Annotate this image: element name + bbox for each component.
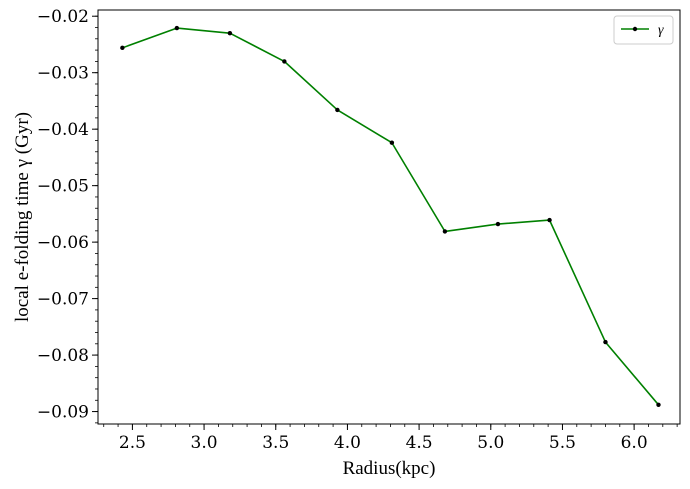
legend-box xyxy=(613,15,674,45)
data-point xyxy=(174,25,180,31)
data-point xyxy=(547,217,552,223)
y-tick-label: −0.09 xyxy=(37,403,89,423)
y-tick-label: −0.05 xyxy=(37,177,89,197)
x-axis-title: Radius(kpc) xyxy=(343,458,436,479)
y-tick-label: −0.02 xyxy=(37,7,89,27)
x-tick-label: 3.5 xyxy=(262,433,289,453)
x-tick-label: 2.5 xyxy=(119,433,146,453)
legend-marker xyxy=(632,26,638,32)
x-tick-label: 5.5 xyxy=(549,433,576,453)
data-point xyxy=(282,59,287,64)
x-tick-label: 6.0 xyxy=(621,433,648,453)
data-point xyxy=(603,339,608,345)
data-point xyxy=(389,140,395,145)
data-point xyxy=(227,30,233,36)
ticks: 2.5 3.0 3.5 4.0 4.5 5.0 5.5 6.0 −0.02 −0.03 −0.04 −… xyxy=(37,7,678,453)
data-point xyxy=(335,107,340,113)
x-tick-label: 5.0 xyxy=(477,433,504,453)
legend: γ xyxy=(613,15,674,45)
x-tick-label: 4.5 xyxy=(406,433,433,453)
y-tick-label: −0.03 xyxy=(37,64,89,84)
y-axis-title: local e-folding time γ (Gyr) xyxy=(12,112,33,322)
plot-area xyxy=(97,9,681,425)
data-point xyxy=(442,229,448,234)
x-tick-label: 4.0 xyxy=(334,433,361,453)
data-point xyxy=(120,45,125,51)
y-tick-label: −0.06 xyxy=(37,233,89,253)
y-tick-label: −0.07 xyxy=(37,290,89,310)
data-point xyxy=(656,402,661,407)
x-tick-label: 3.0 xyxy=(191,433,218,453)
legend-label: γ xyxy=(658,23,664,38)
y-tick-label: −0.08 xyxy=(37,346,89,366)
data-point xyxy=(495,221,501,227)
y-tick-label: −0.04 xyxy=(37,120,89,140)
series-layer xyxy=(120,25,661,407)
